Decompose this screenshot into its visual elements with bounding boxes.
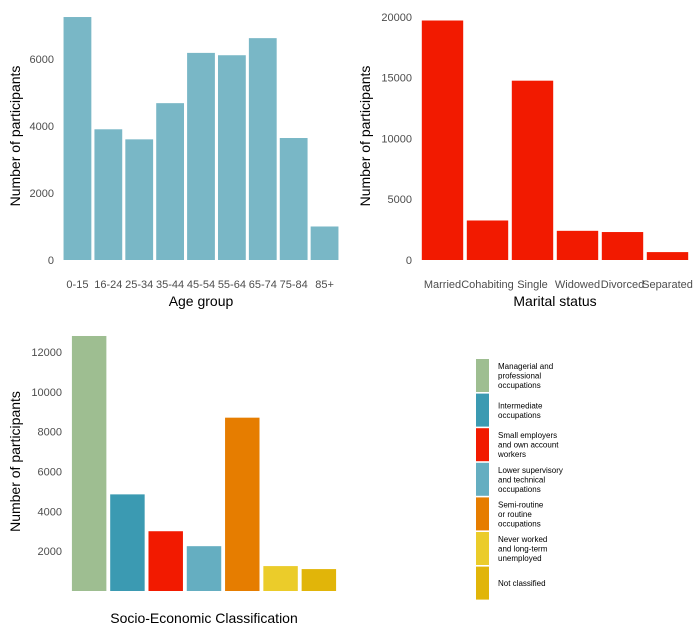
bar-5 <box>263 566 298 591</box>
legend-label: and long-term <box>498 545 548 554</box>
x-tick-label: 45-54 <box>187 279 215 291</box>
bar-1 <box>466 220 509 260</box>
bar-0 <box>71 335 107 591</box>
legend-label: Never worked <box>498 535 547 544</box>
y-tick-label: 2000 <box>30 188 54 200</box>
legend-label: Semi-routine <box>498 500 544 509</box>
x-tick-label: Divorced <box>601 279 644 291</box>
bar-7 <box>279 138 308 260</box>
bar-5 <box>217 55 246 260</box>
legend-swatch-3 <box>476 462 489 496</box>
y-tick-label: 4000 <box>38 506 62 518</box>
bar-1 <box>110 494 145 591</box>
age-group-chart: 0-15 16-24 25-34 35-44 45-54 55-64 65-74 75-84 8… <box>7 17 339 309</box>
x-tick-label: 0-15 <box>66 279 88 291</box>
legend-label: or routine <box>498 510 532 519</box>
y-tick-label: 0 <box>406 255 412 267</box>
x-tick-label: Widowed <box>555 279 600 291</box>
legend-label: occupations <box>498 381 541 390</box>
x-tick-label: 65-74 <box>249 279 277 291</box>
bar-4 <box>601 232 644 260</box>
y-tick-label: 12000 <box>31 347 62 359</box>
legend-label: Intermediate <box>498 401 543 410</box>
legend-swatch-1 <box>476 393 489 427</box>
bar-6 <box>248 38 277 261</box>
y-tick-label: 10000 <box>31 387 62 399</box>
x-tick-label: Married <box>424 279 461 291</box>
legend-label: workers <box>497 450 526 459</box>
bar-3 <box>186 546 222 591</box>
x-tick-label: Cohabiting <box>461 279 514 291</box>
x-tick-label: 85+ <box>315 279 334 291</box>
legend-label: occupations <box>498 519 541 528</box>
legend-label: and own account <box>498 441 559 450</box>
bar-4 <box>187 52 215 260</box>
bar-2 <box>148 531 183 591</box>
x-axis-label: Age group <box>169 293 234 309</box>
bar-4 <box>225 417 260 591</box>
legend-swatch-0 <box>476 359 489 392</box>
y-tick-label: 10000 <box>381 133 412 145</box>
y-tick-label: 6000 <box>38 466 62 478</box>
legend-label: occupations <box>498 411 541 420</box>
y-axis-label: Number of participants <box>357 66 373 207</box>
bar-8 <box>310 226 339 260</box>
legend-label: Managerial and <box>498 362 553 371</box>
y-tick-label: 6000 <box>30 54 54 66</box>
bar-5 <box>646 252 689 260</box>
y-tick-label: 5000 <box>388 194 412 206</box>
x-tick-label: 25-34 <box>125 279 153 291</box>
y-tick-label: 20000 <box>381 12 412 24</box>
y-axis-label: Number of participants <box>7 66 23 207</box>
legend-swatch-6 <box>476 566 489 600</box>
y-tick-label: 4000 <box>30 121 54 133</box>
legend-label: and technical <box>498 475 545 484</box>
bar-0 <box>421 20 464 261</box>
legend-label: unemployed <box>498 554 542 563</box>
y-axis-label: Number of participants <box>7 391 23 532</box>
y-tick-label: 0 <box>48 255 54 267</box>
legend-label: Not classified <box>498 579 546 588</box>
bar-1 <box>94 129 123 260</box>
legend-swatch-2 <box>476 428 489 462</box>
marital-status-chart: Married Cohabiting Single Widowed DivorcedSe… <box>357 12 693 309</box>
x-tick-label: 55-64 <box>218 279 246 291</box>
bar-0 <box>63 17 92 261</box>
legend-label: occupations <box>498 485 541 494</box>
bar-2 <box>511 80 554 260</box>
x-tick-label: Single <box>517 279 548 291</box>
bar-6 <box>301 569 337 591</box>
socio-economic-chart: 2000 4000 6000 8000 10000 12000 Number of part… <box>7 335 337 626</box>
legend-label: Small employers <box>498 431 557 440</box>
legend-label: Lower supervisory <box>498 466 563 475</box>
y-tick-label: 2000 <box>38 546 62 558</box>
legend-swatch-4 <box>476 497 489 531</box>
x-tick-label: 16-24 <box>94 279 122 291</box>
x-axis-label: Socio-Economic Classification <box>110 610 298 626</box>
x-tick-label: 35-44 <box>156 279 184 291</box>
x-tick-label: Separated <box>642 279 693 291</box>
bar-3 <box>156 103 185 260</box>
sec-legend: Managerial andprofessionaloccupationsInt… <box>476 359 563 600</box>
x-tick-label: 75-84 <box>280 279 308 291</box>
bar-3 <box>556 230 599 260</box>
legend-swatch-5 <box>476 532 489 565</box>
legend-label: professional <box>498 372 541 381</box>
y-tick-label: 15000 <box>381 73 412 85</box>
x-axis-label: Marital status <box>513 293 596 309</box>
bar-2 <box>125 139 154 260</box>
y-tick-label: 8000 <box>38 427 62 439</box>
